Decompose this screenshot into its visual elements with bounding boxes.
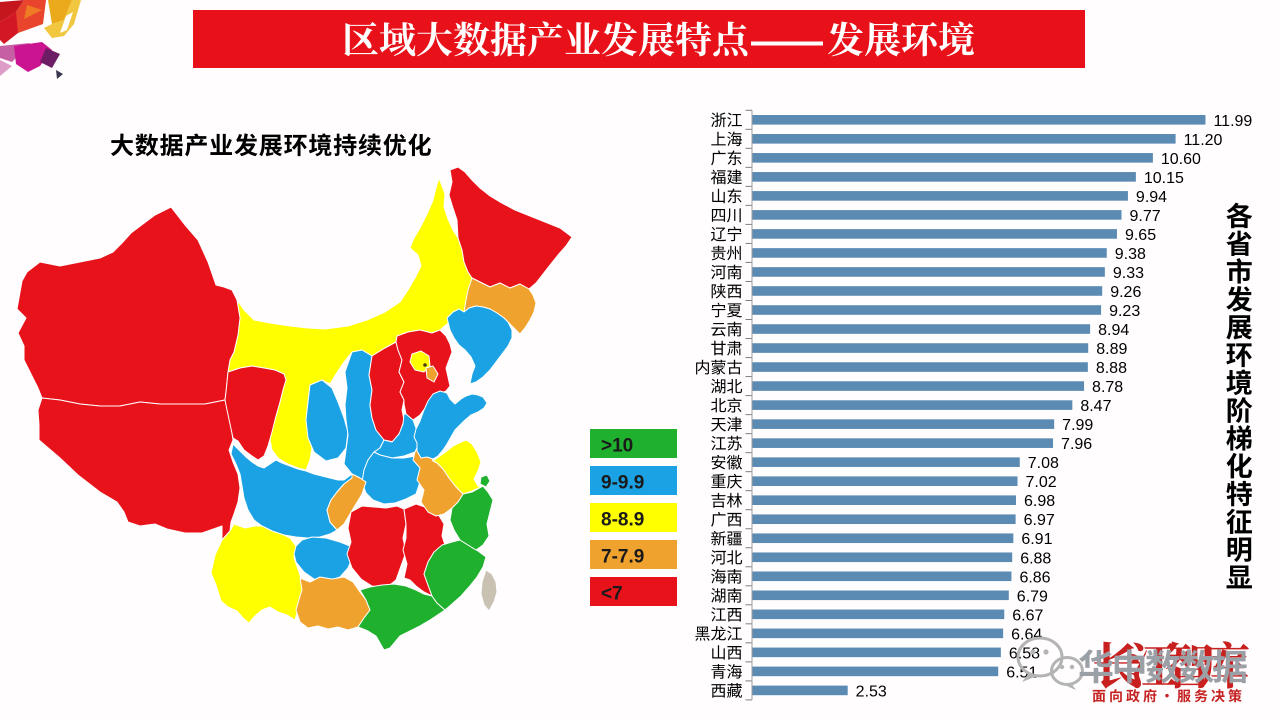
svg-text:7.08: 7.08 bbox=[1028, 455, 1059, 472]
svg-text:10.15: 10.15 bbox=[1144, 170, 1184, 187]
svg-text:8.47: 8.47 bbox=[1080, 398, 1111, 415]
svg-text:9.77: 9.77 bbox=[1130, 208, 1161, 225]
svg-text:10.60: 10.60 bbox=[1161, 151, 1201, 168]
svg-text:11.99: 11.99 bbox=[1213, 113, 1252, 130]
svg-text:8.78: 8.78 bbox=[1092, 379, 1123, 396]
svg-text:9.94: 9.94 bbox=[1136, 189, 1167, 206]
svg-text:>10: >10 bbox=[601, 436, 633, 457]
svg-text:6.98: 6.98 bbox=[1024, 493, 1055, 510]
svg-text:9.38: 9.38 bbox=[1115, 246, 1146, 263]
svg-text:8.89: 8.89 bbox=[1096, 341, 1127, 358]
svg-text:6.67: 6.67 bbox=[1012, 607, 1043, 624]
svg-text:9-9.9: 9-9.9 bbox=[601, 473, 644, 494]
svg-text:6.86: 6.86 bbox=[1019, 569, 1050, 586]
svg-text:6.91: 6.91 bbox=[1021, 531, 1052, 548]
svg-text:6.97: 6.97 bbox=[1024, 512, 1055, 529]
svg-text:8.88: 8.88 bbox=[1096, 360, 1127, 377]
svg-text:7.99: 7.99 bbox=[1062, 417, 1093, 434]
svg-text:9.33: 9.33 bbox=[1113, 265, 1144, 282]
svg-text:11.20: 11.20 bbox=[1184, 132, 1223, 149]
svg-text:7-7.9: 7-7.9 bbox=[601, 547, 644, 568]
svg-text:8-8.9: 8-8.9 bbox=[601, 510, 644, 531]
svg-text:9.23: 9.23 bbox=[1109, 303, 1140, 320]
svg-text:7.96: 7.96 bbox=[1061, 436, 1092, 453]
svg-text:7.02: 7.02 bbox=[1026, 474, 1057, 491]
svg-text:9.26: 9.26 bbox=[1110, 284, 1141, 301]
svg-text:<7: <7 bbox=[601, 584, 623, 605]
svg-text:6.58: 6.58 bbox=[1009, 645, 1040, 662]
svg-text:8.94: 8.94 bbox=[1098, 322, 1129, 339]
svg-text:6.79: 6.79 bbox=[1017, 588, 1048, 605]
svg-text:6.88: 6.88 bbox=[1020, 550, 1051, 567]
svg-text:9.65: 9.65 bbox=[1125, 227, 1156, 244]
svg-text:2.53: 2.53 bbox=[856, 683, 887, 700]
